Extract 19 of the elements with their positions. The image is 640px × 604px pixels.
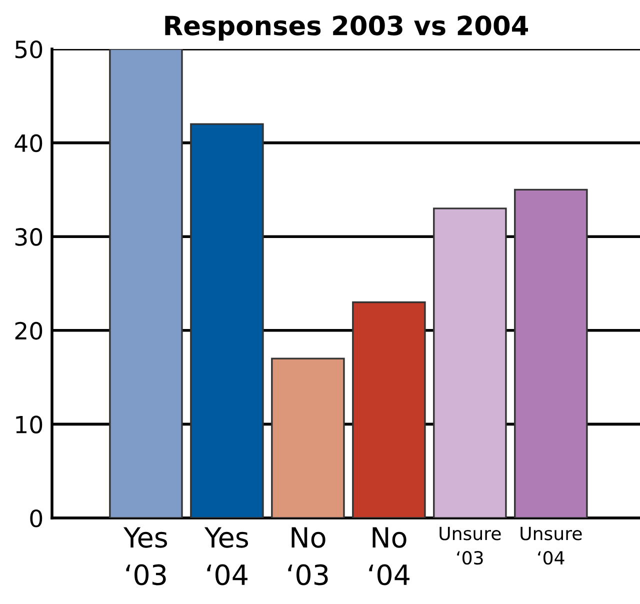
y-tick-label: 50	[15, 40, 42, 58]
y-tick-label: 10	[16, 416, 42, 434]
bar	[352, 301, 426, 518]
bar	[109, 49, 183, 518]
x-tick-label: No ‘03	[288, 527, 328, 586]
x-tick-label: Unsure ‘04	[520, 526, 582, 565]
x-tick-label: Unsure ‘03	[440, 526, 501, 565]
y-tick-label: 20	[15, 322, 42, 340]
x-tick-label: Yes ‘03	[123, 527, 168, 586]
y-tick-label: 30	[15, 228, 42, 246]
bar	[433, 208, 507, 518]
x-tick-label: No ‘04	[369, 527, 410, 586]
bar	[271, 358, 345, 518]
y-tick-label: 0	[30, 509, 42, 528]
x-tick-label: Yes ‘04	[204, 527, 248, 586]
bar	[514, 188, 588, 518]
y-tick-label: 40	[14, 134, 42, 152]
chart-title: Responses 2003 vs 2004	[165, 16, 528, 41]
bar	[190, 123, 264, 518]
